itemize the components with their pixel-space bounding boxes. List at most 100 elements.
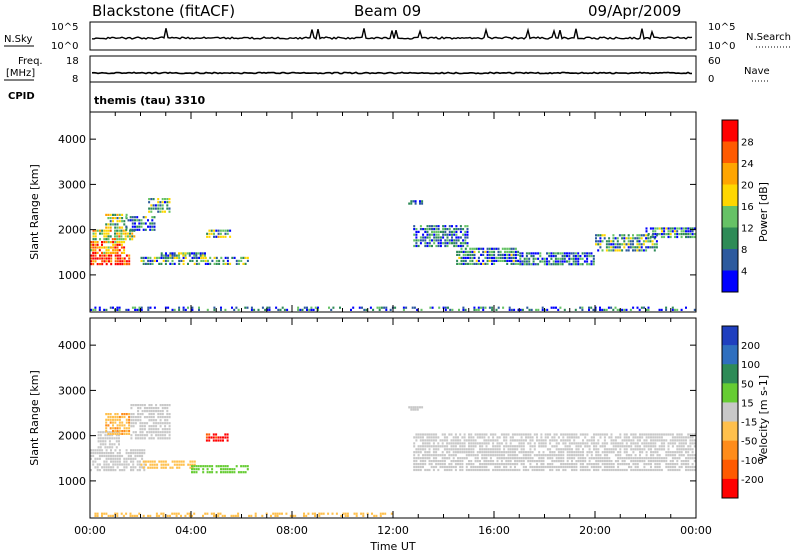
velocity-cell — [465, 465, 468, 469]
power-cell — [482, 250, 485, 253]
velocity-cell — [439, 463, 442, 466]
velocity-cell — [525, 468, 527, 472]
velocity-cell — [465, 463, 468, 466]
velocity-cell — [549, 439, 552, 442]
power-cell — [428, 244, 431, 248]
power-cell — [204, 252, 206, 255]
power-cell — [118, 249, 121, 252]
velocity-cell — [437, 468, 440, 472]
velocity-cell — [689, 436, 692, 439]
velocity-cell — [595, 463, 598, 466]
velocity-cell — [588, 463, 591, 466]
velocity-cell — [599, 460, 602, 463]
power-cell — [116, 238, 119, 241]
velocity-cell — [573, 451, 576, 454]
velocity-cell — [498, 465, 501, 469]
velocity-cell — [595, 454, 598, 457]
power-cell — [238, 262, 240, 265]
velocity-cell — [503, 465, 506, 469]
velocity-cell — [155, 428, 158, 431]
velocity-cell — [457, 442, 459, 445]
velocity-cell — [424, 463, 427, 466]
velocity-cell — [139, 425, 142, 428]
velocity-cell — [505, 465, 508, 469]
power-cell — [134, 228, 136, 231]
velocity-cell — [564, 442, 567, 445]
velocity-cell — [457, 436, 459, 439]
velocity-cell — [217, 436, 220, 439]
velocity-cell — [97, 437, 100, 440]
velocity-cell — [419, 433, 422, 436]
power-cell — [142, 259, 145, 262]
velocity-cell — [331, 512, 334, 515]
velocity-cell — [226, 433, 229, 436]
velocity-cell — [518, 433, 521, 436]
velocity-cell — [134, 449, 137, 452]
power-cell — [546, 257, 548, 260]
power-cell — [581, 308, 584, 311]
power-cell — [422, 233, 425, 236]
velocity-cell — [529, 439, 532, 442]
power-cell — [129, 228, 132, 231]
power-cell — [182, 259, 185, 262]
power-cell — [523, 257, 526, 260]
velocity-cell — [111, 446, 114, 449]
power-cell — [510, 250, 513, 253]
velocity-cell — [182, 463, 185, 466]
velocity-cell — [553, 451, 556, 454]
velocity-cell — [222, 468, 225, 471]
power-cell — [413, 239, 416, 242]
velocity-cell — [219, 439, 222, 442]
velocity-cell — [582, 451, 584, 454]
power-cell — [663, 233, 666, 236]
velocity-cell — [130, 452, 132, 455]
velocity-cell — [617, 457, 620, 460]
velocity-cell — [476, 442, 479, 445]
velocity-cell — [164, 404, 167, 407]
velocity-cell — [687, 465, 690, 469]
power-cell — [610, 306, 613, 309]
velocity-cell — [229, 468, 231, 471]
power-colorbar-segment — [722, 227, 738, 250]
velocity-cell — [115, 440, 118, 443]
velocity-cell — [571, 465, 573, 469]
velocity-cell — [505, 445, 508, 448]
power-cell — [105, 260, 108, 263]
velocity-cell — [143, 425, 146, 428]
power-cell — [475, 262, 478, 265]
velocity-cell — [614, 439, 617, 442]
power-cell — [519, 257, 522, 260]
velocity-cell — [470, 445, 473, 448]
velocity-cell — [132, 469, 135, 472]
velocity-cell — [680, 436, 683, 439]
power-cell — [134, 219, 136, 222]
power-cell — [625, 237, 628, 240]
velocity-cell — [116, 457, 119, 460]
power-ylabel: Slant Range [km] — [28, 164, 41, 260]
velocity-cell — [553, 439, 556, 442]
power-cell — [118, 238, 121, 241]
power-cell — [665, 308, 668, 311]
velocity-cell — [150, 413, 153, 416]
power-cell — [550, 263, 553, 266]
velocity-cell — [665, 457, 668, 460]
velocity-cell — [678, 465, 681, 469]
power-cell — [144, 228, 147, 231]
velocity-cell — [96, 466, 99, 469]
velocity-cell — [112, 463, 115, 466]
power-cell — [559, 257, 562, 260]
velocity-cell — [141, 404, 144, 407]
velocity-cell — [197, 465, 200, 468]
velocity-cell — [540, 468, 543, 472]
velocity-cell — [101, 452, 104, 455]
power-cell — [599, 243, 602, 246]
velocity-cell — [511, 445, 514, 448]
velocity-cell — [603, 445, 606, 448]
velocity-cell — [562, 457, 565, 460]
power-cell — [678, 227, 681, 230]
power-colorbar-tick: 20 — [741, 181, 754, 192]
velocity-cell — [610, 463, 613, 466]
velocity-cell — [168, 431, 171, 434]
power-cell — [195, 252, 198, 255]
velocity-cell — [603, 460, 606, 463]
